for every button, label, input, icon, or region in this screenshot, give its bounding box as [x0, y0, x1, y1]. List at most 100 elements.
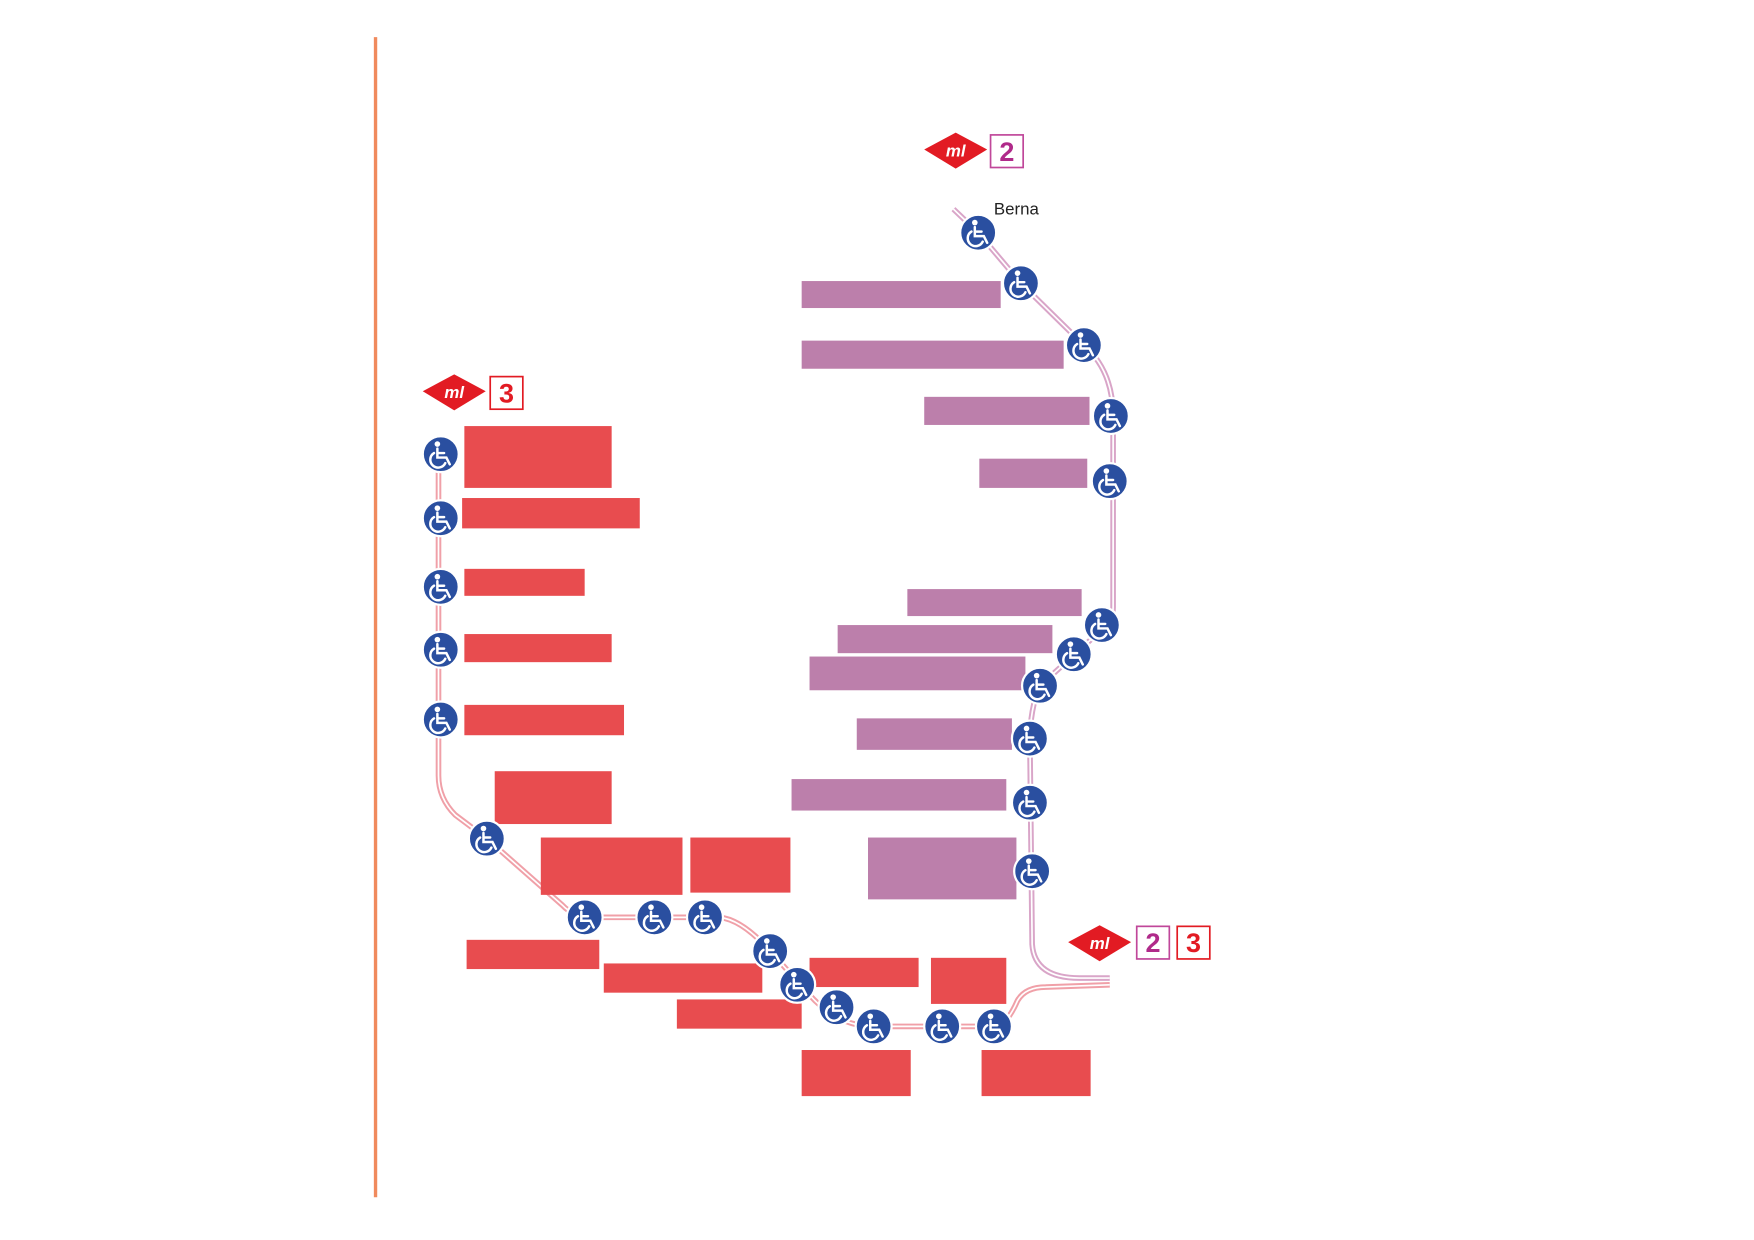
line-number: 2: [1146, 928, 1161, 958]
wheelchair-icon: [982, 1019, 1005, 1042]
icon-head: [434, 706, 441, 713]
accessible-station: [1010, 719, 1050, 758]
icon-head: [434, 505, 441, 511]
redacted-label: [464, 568, 585, 596]
redacted-label: [801, 1050, 911, 1097]
wheelchair-icon: [429, 511, 451, 533]
redacted-label: [462, 498, 640, 529]
redacted-label: [981, 1050, 1091, 1097]
wheelchair-icon: [966, 225, 989, 248]
accessible-station: [1082, 605, 1121, 645]
icon-head: [1014, 270, 1021, 276]
ml-logo: [1068, 925, 1132, 962]
redacted-label: [540, 837, 683, 895]
icon-head: [790, 971, 797, 978]
stations: [421, 213, 1130, 1046]
icon-head: [1104, 403, 1111, 409]
line-box: [989, 134, 1025, 169]
accessible-station: [1020, 666, 1060, 705]
wheelchair-icon: [1020, 864, 1043, 886]
line-number: 2: [999, 137, 1014, 167]
ml-logo: [924, 132, 988, 169]
wheelchair-icon: [1009, 276, 1032, 298]
wheelchair-icon: [429, 447, 451, 469]
wheelchair-icon: [429, 579, 451, 602]
station-label: Berna: [994, 200, 1040, 219]
redacted-label: [868, 837, 1017, 900]
accessible-station: [421, 435, 460, 474]
accessible-station: [923, 1007, 962, 1046]
accessible-station: [1013, 852, 1052, 891]
wheelchair-icon: [573, 910, 595, 933]
accessible-station: [467, 819, 506, 858]
redacted-label: [464, 634, 612, 663]
redacted-labels: [462, 281, 1091, 1097]
accessible-station: [1001, 264, 1041, 303]
redacted-label: [464, 704, 625, 736]
wheelchair-icon: [429, 712, 451, 735]
icon-head: [764, 938, 770, 944]
accessible-station: [1010, 783, 1050, 822]
icon-head: [1103, 468, 1110, 474]
accessible-station: [974, 1007, 1014, 1046]
redacted-label: [791, 779, 1007, 811]
accessible-station: [778, 965, 817, 1004]
line-number: 3: [499, 378, 514, 408]
icon-head: [434, 441, 441, 447]
icon-head: [1025, 858, 1032, 864]
redacted-label: [809, 957, 919, 988]
icon-head: [1067, 641, 1074, 647]
line-box: [489, 375, 524, 411]
accessible-station: [751, 931, 790, 971]
icon-head: [1077, 332, 1084, 338]
wheelchair-icon: [1028, 678, 1051, 701]
icon-head: [936, 1013, 942, 1020]
accessible-station: [565, 898, 604, 937]
redacted-label: [924, 396, 1090, 425]
line-badge: ml 2 3: [1068, 925, 1211, 962]
wheelchair-icon: [1062, 647, 1084, 669]
line-badge: ml 3: [422, 374, 524, 411]
ml-logo-text: ml: [444, 383, 464, 402]
icon-head: [1023, 789, 1030, 796]
accessible-station: [854, 1007, 893, 1046]
icon-head: [434, 636, 441, 643]
accessible-station: [1090, 462, 1129, 501]
redacted-label: [603, 963, 763, 993]
redacted-label: [979, 458, 1088, 488]
accessible-station: [817, 988, 856, 1027]
wheelchair-icon: [930, 1019, 953, 1042]
ml-logo-text: ml: [1090, 934, 1110, 953]
icon-head: [1095, 612, 1102, 618]
wheelchair-icon: [642, 910, 665, 933]
icon-head: [480, 825, 487, 832]
icon-head: [972, 219, 978, 226]
redacted-label: [466, 939, 600, 970]
icon-head: [1033, 672, 1040, 679]
line-number: 3: [1186, 928, 1201, 958]
icon-head: [648, 904, 654, 911]
icon-head: [867, 1013, 874, 1020]
wheelchair-icon: [1098, 474, 1120, 496]
wheelchair-icon: [475, 831, 498, 854]
icon-head: [434, 573, 441, 580]
icon-head: [698, 904, 705, 911]
line-box: [1176, 925, 1211, 960]
redacted-label: [907, 589, 1082, 617]
accessible-station: [635, 898, 674, 937]
ml-logo: [422, 374, 486, 411]
line-badge: ml 2: [924, 132, 1025, 169]
redacted-label: [930, 957, 1007, 1004]
wheelchair-icon: [1090, 618, 1113, 640]
icon-head: [1023, 725, 1030, 732]
accessible-station: [421, 567, 460, 606]
wheelchair-icon: [429, 642, 451, 665]
accessible-station: [685, 898, 725, 937]
redacted-label: [676, 999, 802, 1029]
wheelchair-icon: [1018, 731, 1041, 754]
accessible-station: [959, 213, 998, 252]
redacted-label: [809, 656, 1026, 691]
wheelchair-icon: [785, 977, 808, 1000]
redacted-label: [464, 426, 612, 488]
